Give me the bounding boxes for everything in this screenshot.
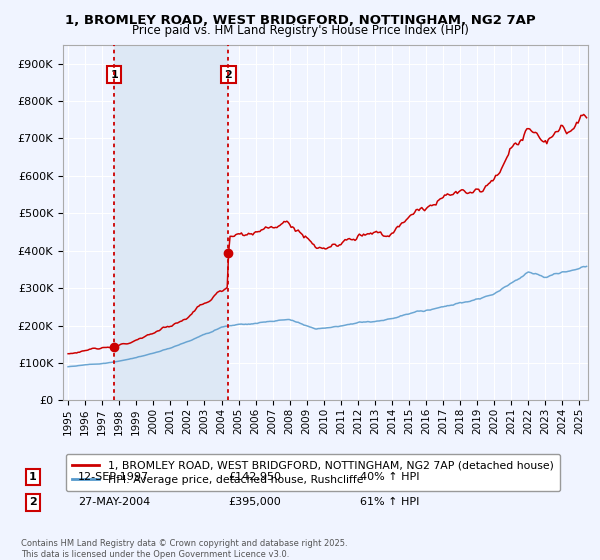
Text: 1: 1 [29, 472, 37, 482]
Text: 1, BROMLEY ROAD, WEST BRIDGFORD, NOTTINGHAM, NG2 7AP: 1, BROMLEY ROAD, WEST BRIDGFORD, NOTTING… [65, 14, 535, 27]
Text: 1: 1 [110, 70, 118, 80]
Text: £395,000: £395,000 [228, 497, 281, 507]
Text: 40% ↑ HPI: 40% ↑ HPI [360, 472, 419, 482]
Text: 2: 2 [224, 70, 232, 80]
Text: 61% ↑ HPI: 61% ↑ HPI [360, 497, 419, 507]
Text: 2: 2 [29, 497, 37, 507]
Bar [114, 45, 229, 400]
Legend: 1, BROMLEY ROAD, WEST BRIDGFORD, NOTTINGHAM, NG2 7AP (detached house), HPI: Aver: 1, BROMLEY ROAD, WEST BRIDGFORD, NOTTING… [66, 454, 560, 491]
Text: 12-SEP-1997: 12-SEP-1997 [78, 472, 149, 482]
Text: £142,950: £142,950 [228, 472, 281, 482]
Text: Price paid vs. HM Land Registry's House Price Index (HPI): Price paid vs. HM Land Registry's House … [131, 24, 469, 36]
Text: Contains HM Land Registry data © Crown copyright and database right 2025.
This d: Contains HM Land Registry data © Crown c… [21, 539, 347, 559]
Text: 27-MAY-2004: 27-MAY-2004 [78, 497, 150, 507]
